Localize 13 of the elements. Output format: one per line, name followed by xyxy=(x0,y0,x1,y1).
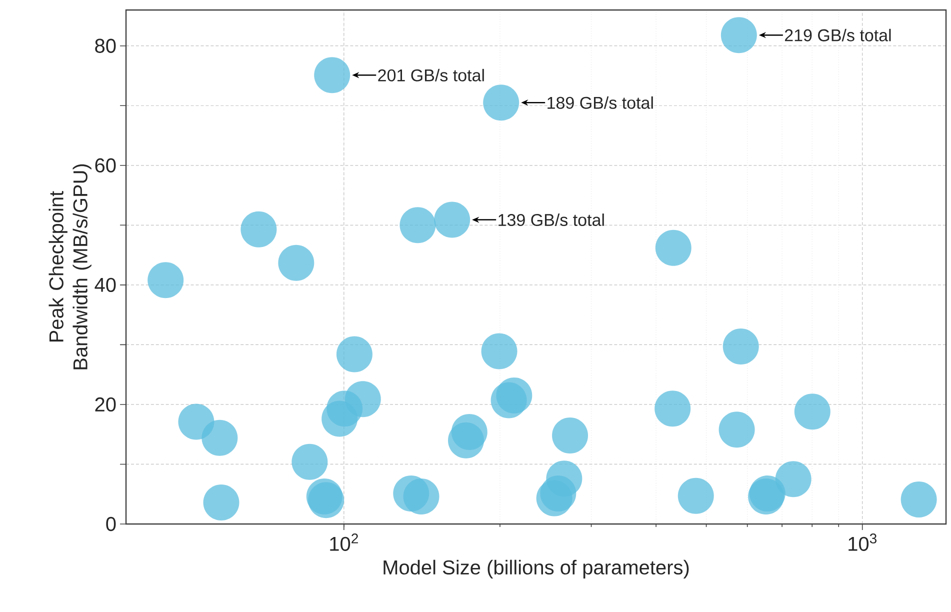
y-tick-label: 40 xyxy=(94,278,116,292)
annotation: 201 GB/s total xyxy=(378,68,484,82)
annotation: 189 GB/s total xyxy=(548,96,653,109)
y-tick-label: 80 xyxy=(95,38,116,53)
y-tick-label: 20 xyxy=(95,397,116,412)
x-tick-label: 10$^{2}$ xyxy=(330,534,358,551)
y-axis-title: Peak Checkpoint Bandwidth (MB/s/GPU) xyxy=(48,164,92,370)
annotation: 139 GB/s total xyxy=(498,214,604,226)
y-tick-label: 60 xyxy=(95,158,116,172)
y-tick-label: 0 xyxy=(106,516,116,532)
x-tick-label: 10$^{3}$ xyxy=(848,534,877,551)
x-axis-title: Model Size (billions of parameters) xyxy=(384,560,689,578)
annotation: 219 GB/s total xyxy=(784,28,891,42)
